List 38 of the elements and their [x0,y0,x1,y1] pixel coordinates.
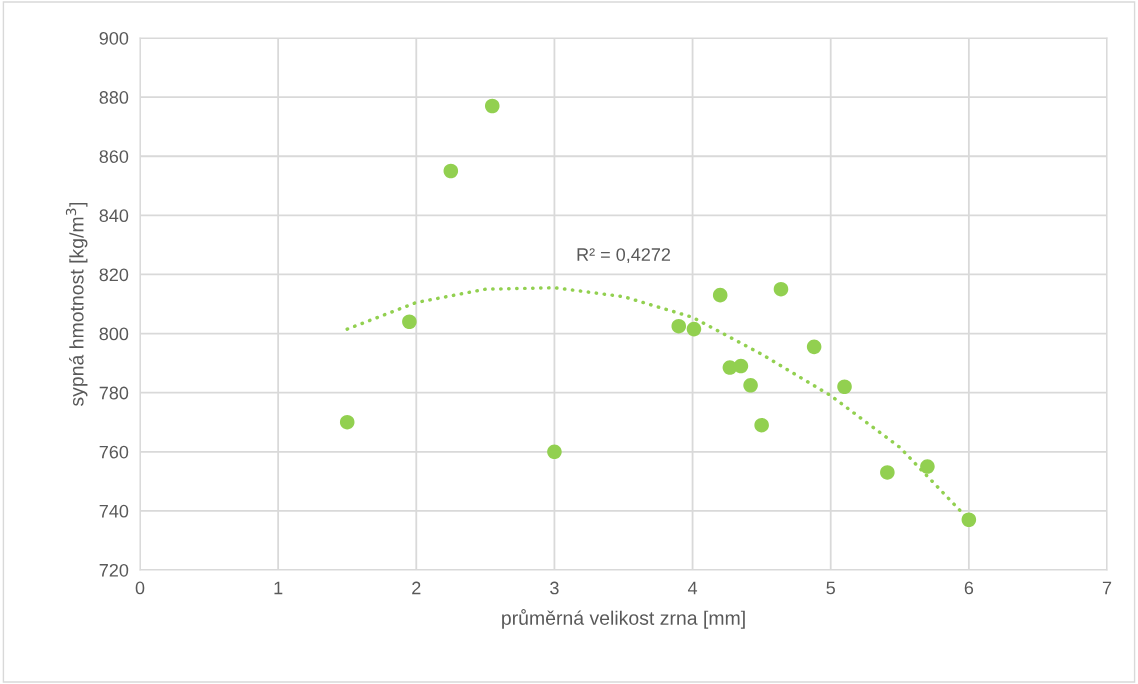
x-tick-label: 5 [826,581,835,595]
point [671,318,687,334]
x-tick-label: 2 [412,581,421,595]
x-tick-label: 7 [1102,581,1112,595]
point [837,379,852,395]
y-tick-label: 800 [99,327,129,341]
point [754,417,769,433]
y-tick-label: 720 [99,563,129,577]
annotation: R² = 0,4272 [577,248,671,264]
y-axis-title: sypná hmotnost [kg/m$^{3}$] [65,202,88,407]
y-tick-label: 840 [99,209,129,223]
point [920,459,935,474]
y-tick-label: 880 [99,91,129,104]
point [743,377,758,393]
x-tick-label: 4 [687,581,698,595]
x-tick-label: 3 [550,581,559,595]
point [733,358,749,374]
x-tick-label: 0 [135,581,145,595]
point [443,163,459,179]
y-tick-label: 820 [99,268,129,282]
y-tick-label: 760 [99,445,129,459]
point [712,287,728,303]
point [339,414,355,430]
x-tick-label: 6 [964,581,974,595]
point [806,339,822,355]
x-axis-title: průměrná velikost zrna [mm] [502,609,745,629]
y-tick-label: 860 [99,150,129,163]
point [686,321,702,337]
point [880,465,895,480]
point [773,281,789,297]
y-tick-label: 900 [99,31,129,45]
point [961,512,977,528]
point [547,444,562,460]
y-tick-label: 780 [99,386,129,400]
point [484,98,500,114]
y-tick-label: 740 [99,504,129,518]
x-tick-label: 1 [274,581,283,595]
point [402,314,417,330]
